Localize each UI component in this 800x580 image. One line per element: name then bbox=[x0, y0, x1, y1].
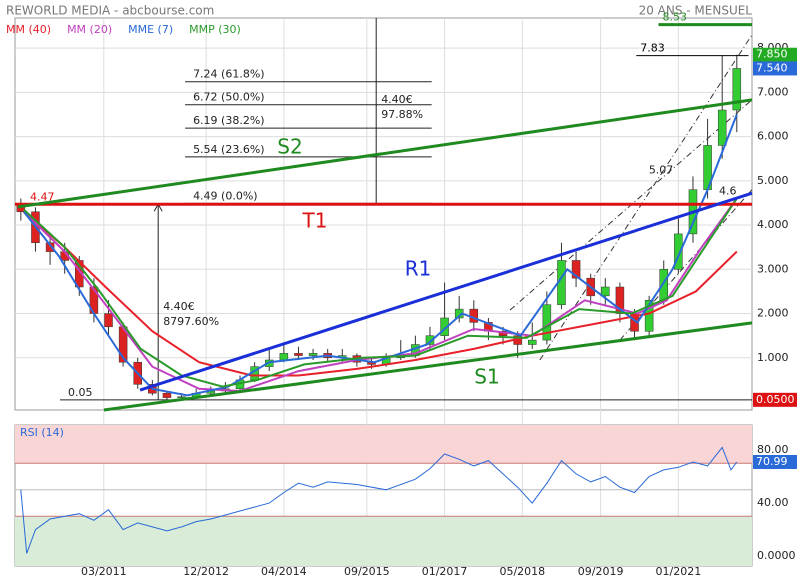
x-tick-label: 04/2014 bbox=[261, 565, 307, 578]
candle-body bbox=[717, 109, 727, 146]
measure-label: 97.88% bbox=[381, 108, 423, 121]
measure-label: 4.40€ bbox=[381, 93, 413, 106]
x-tick-label: 12/2012 bbox=[183, 565, 229, 578]
floor-text: 0.05 bbox=[68, 386, 93, 399]
legend-entry: MMP (30) bbox=[189, 23, 241, 36]
rsi-line bbox=[20, 446, 738, 554]
trendline-label: S1 bbox=[474, 365, 499, 389]
trendline-label: R1 bbox=[405, 257, 432, 281]
candle-body bbox=[732, 68, 742, 111]
candle-body bbox=[571, 260, 581, 279]
header-title: REWORLD MEDIA - abcbourse.com bbox=[6, 4, 214, 18]
fib-label: 7.24 (61.8%) bbox=[193, 68, 265, 81]
candle-body bbox=[294, 353, 303, 356]
point-label: 5.07 bbox=[649, 164, 674, 177]
x-tick-label: 05/2018 bbox=[499, 565, 545, 578]
x-tick-label: 09/2019 bbox=[578, 565, 624, 578]
legend-entry: MM (40) bbox=[6, 23, 51, 36]
x-tick-label: 03/2011 bbox=[81, 565, 127, 578]
oversold-zone bbox=[15, 516, 752, 566]
candle-body bbox=[425, 335, 435, 345]
last-high-box bbox=[753, 47, 797, 62]
candle-body bbox=[177, 396, 186, 398]
rsi-tick-label: 0.0000 bbox=[757, 549, 796, 562]
candle-body bbox=[542, 304, 552, 341]
trendline-label: T1 bbox=[302, 209, 328, 233]
candle-body bbox=[659, 269, 668, 301]
measure-label: 4.40€ bbox=[163, 300, 195, 313]
level-mark-label: 7.83 bbox=[640, 42, 665, 55]
fib-label: 6.72 (50.0%) bbox=[193, 91, 265, 104]
y-tick-label: 2.000 bbox=[757, 307, 789, 320]
trendline-value: 4.47 bbox=[30, 190, 55, 203]
candle-body bbox=[162, 392, 172, 398]
rsi-tick-label: 40.00 bbox=[757, 496, 789, 509]
moving-average bbox=[23, 197, 738, 388]
trendline bbox=[103, 321, 753, 412]
candle-body bbox=[279, 353, 289, 361]
candle-body bbox=[469, 308, 479, 323]
level-mark-label: 8.53 bbox=[662, 11, 687, 24]
header-period: 20 ANS - MENSUEL bbox=[639, 4, 753, 18]
x-tick-label: 01/2017 bbox=[422, 565, 468, 578]
last-close-label: 7.540 bbox=[756, 61, 788, 74]
y-tick-label: 7.000 bbox=[757, 85, 789, 98]
fib-label: 4.49 (0.0%) bbox=[193, 189, 258, 202]
legend-entry: MM (20) bbox=[67, 23, 112, 36]
y-tick-label: 5.000 bbox=[757, 174, 789, 187]
fib-label: 6.19 (38.2%) bbox=[193, 114, 265, 127]
y-tick-label: 4.000 bbox=[757, 218, 789, 231]
trendline-label: S2 bbox=[277, 135, 302, 159]
channel-line bbox=[619, 189, 753, 341]
rsi-last-box bbox=[753, 454, 797, 469]
candle-body bbox=[601, 286, 610, 297]
y-tick-label: 3.000 bbox=[757, 262, 789, 275]
trendline bbox=[17, 98, 753, 209]
x-tick-label: 09/2015 bbox=[344, 565, 390, 578]
candle-body bbox=[104, 313, 113, 328]
point-label: 4.6 bbox=[719, 185, 737, 198]
floor-box bbox=[753, 392, 797, 407]
legend-entry: MME (7) bbox=[128, 23, 173, 36]
candle-body bbox=[308, 353, 318, 356]
rsi-last-label: 70.99 bbox=[756, 455, 788, 468]
rsi-title: RSI (14) bbox=[20, 426, 64, 439]
y-tick-label: 1.000 bbox=[757, 351, 789, 364]
candle-body bbox=[615, 286, 625, 314]
last-high-label: 7.850 bbox=[756, 48, 788, 61]
floor-label: 0.0500 bbox=[756, 393, 795, 406]
moving-average bbox=[23, 114, 738, 397]
price-frame bbox=[14, 17, 753, 411]
rsi-tick-label: 80.00 bbox=[757, 443, 789, 456]
last-close-box bbox=[753, 61, 797, 76]
fib-label: 5.54 (23.6%) bbox=[193, 143, 265, 156]
measure-label: 8797.60% bbox=[163, 315, 219, 328]
overbought-zone bbox=[15, 425, 752, 464]
candle-body bbox=[527, 339, 537, 345]
y-tick-label: 6.000 bbox=[757, 130, 789, 143]
x-tick-label: 01/2021 bbox=[656, 565, 702, 578]
candle-body bbox=[674, 233, 683, 270]
candle-body bbox=[45, 242, 55, 252]
candle-body bbox=[644, 300, 654, 332]
trendline bbox=[139, 191, 753, 392]
candle-body bbox=[440, 317, 449, 336]
